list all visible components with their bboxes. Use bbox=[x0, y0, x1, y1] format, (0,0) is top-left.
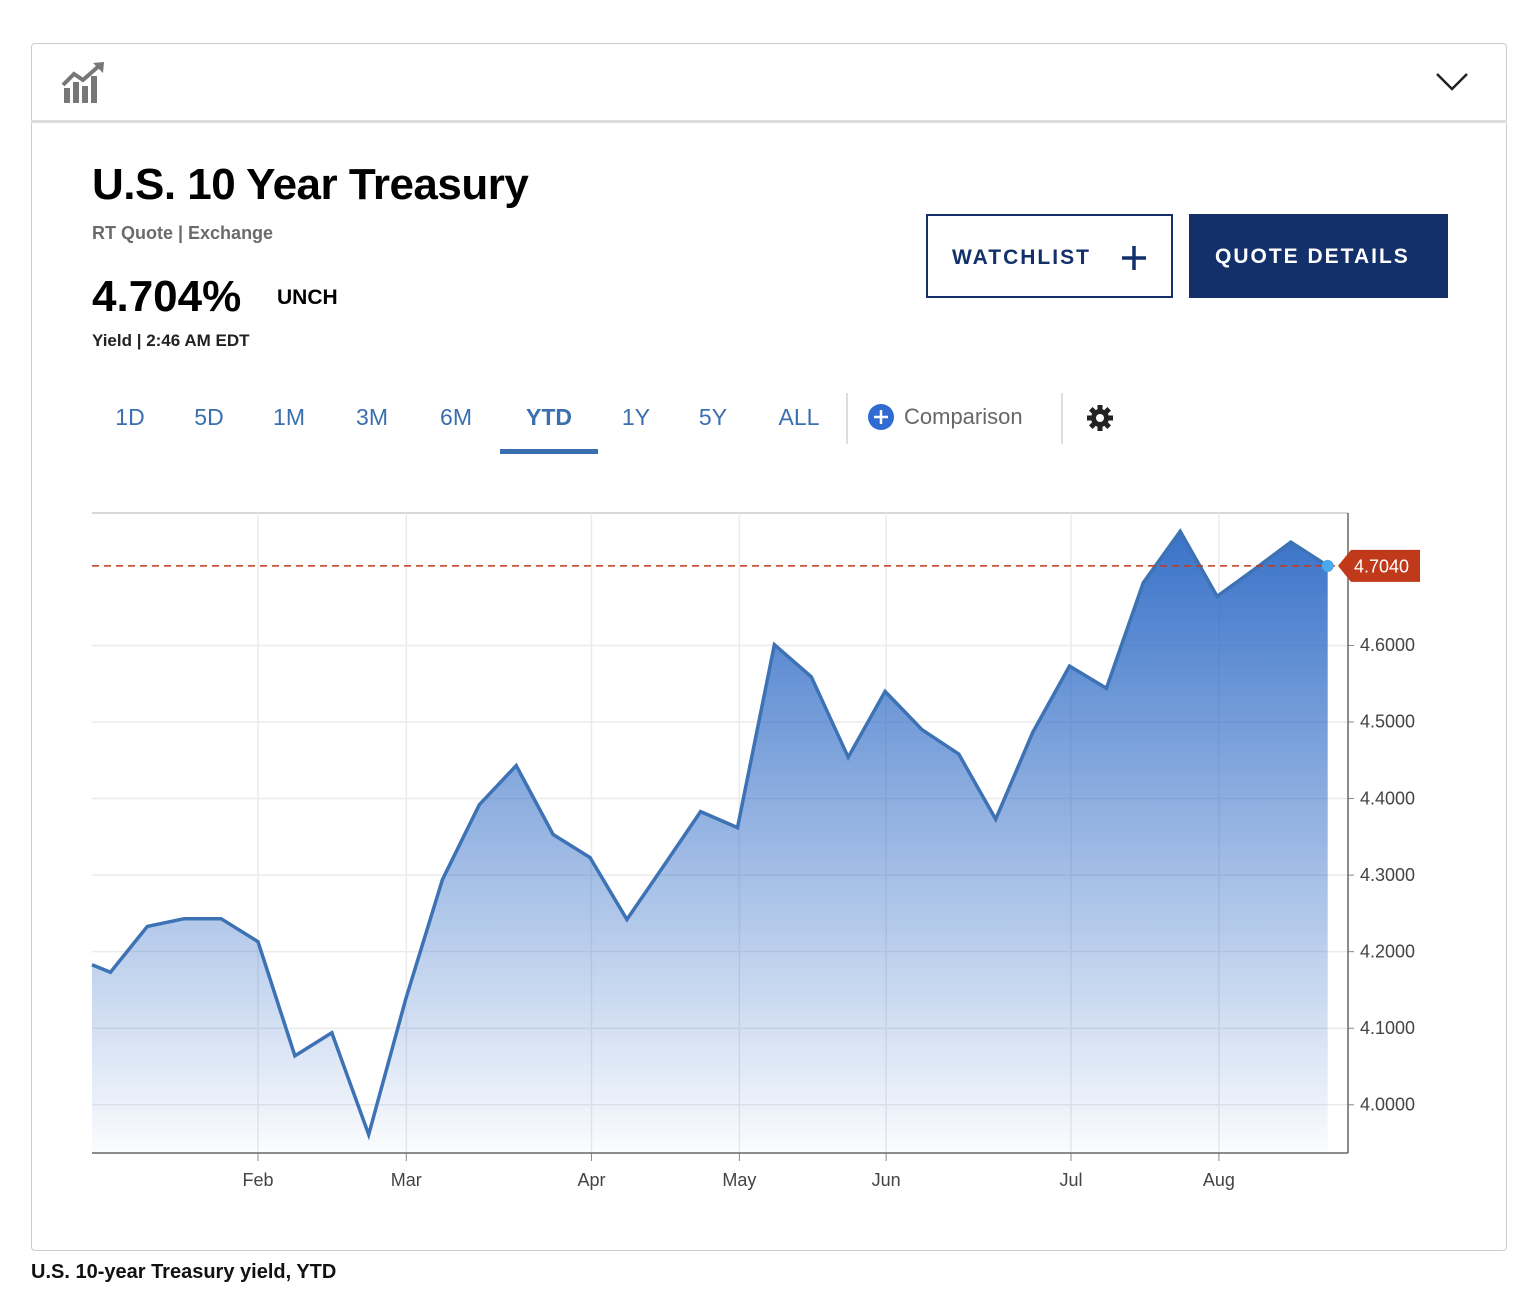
range-tab[interactable]: ALL bbox=[778, 404, 820, 430]
watchlist-button[interactable]: WATCHLIST bbox=[926, 214, 1173, 298]
x-tick-label: Feb bbox=[242, 1170, 273, 1190]
separator bbox=[1061, 393, 1063, 444]
range-tab[interactable]: 1D bbox=[115, 404, 145, 430]
reference-label: 4.7040 bbox=[1354, 557, 1409, 577]
separator bbox=[846, 393, 848, 444]
y-tick-label: 4.2000 bbox=[1360, 941, 1415, 961]
x-tick-label: Mar bbox=[391, 1170, 422, 1190]
button-label: WATCHLIST bbox=[952, 246, 1091, 269]
range-tab[interactable]: 6M bbox=[440, 404, 472, 430]
x-tick-label: May bbox=[722, 1170, 756, 1190]
button-label: QUOTE DETAILS bbox=[1215, 245, 1410, 268]
comparison-button[interactable]: Comparison bbox=[904, 404, 1023, 429]
range-tab[interactable]: 5D bbox=[194, 404, 224, 430]
range-tab[interactable]: 5Y bbox=[698, 404, 728, 430]
y-tick-label: 4.1000 bbox=[1360, 1018, 1415, 1038]
range-tab[interactable]: 3M bbox=[356, 404, 388, 430]
y-tick-label: 4.5000 bbox=[1360, 712, 1415, 732]
y-tick-label: 4.3000 bbox=[1360, 865, 1415, 885]
collapse-chevron[interactable] bbox=[1434, 68, 1470, 94]
settings-gear[interactable] bbox=[1085, 403, 1115, 433]
active-tab-underline bbox=[500, 449, 598, 454]
line bbox=[91, 528, 1329, 1141]
chart-icon[interactable] bbox=[60, 60, 106, 106]
x-tick-label: Jul bbox=[1059, 1170, 1082, 1190]
y-tick-label: 4.4000 bbox=[1360, 788, 1415, 808]
quote-subtitle: RT Quote | Exchange bbox=[92, 223, 274, 243]
y-tick-label: 4.6000 bbox=[1360, 635, 1415, 655]
range-tab[interactable]: 1M bbox=[273, 404, 305, 430]
quote-meta: Yield | 2:46 AM EDT bbox=[92, 331, 250, 350]
last-point bbox=[1321, 559, 1334, 572]
range-tab[interactable]: YTD bbox=[526, 404, 572, 430]
widget-frame bbox=[31, 43, 1507, 1251]
quote-details-button[interactable]: QUOTE DETAILS bbox=[1189, 214, 1448, 298]
caption: U.S. 10-year Treasury yield, YTD bbox=[31, 1261, 337, 1283]
plus-icon bbox=[1122, 246, 1146, 270]
y-tick-label: 4.0000 bbox=[1360, 1095, 1415, 1115]
quote-title: U.S. 10 Year Treasury bbox=[92, 160, 529, 209]
chart: 4.0000 4.1000 4.2000 4.3000 4.4000 4.5000 4.60… bbox=[91, 512, 1420, 1190]
range-tab[interactable]: 1Y bbox=[621, 404, 651, 430]
reference-tag bbox=[1338, 549, 1420, 582]
x-tick-label: Jun bbox=[872, 1170, 901, 1190]
area-fill bbox=[92, 531, 1328, 1153]
comparison-plus[interactable] bbox=[867, 403, 895, 431]
quote-price: 4.704% bbox=[92, 272, 242, 321]
x-tick-label: Apr bbox=[577, 1170, 605, 1190]
header-divider bbox=[31, 120, 1507, 123]
x-tick-label: Aug bbox=[1203, 1170, 1235, 1190]
quote-change: UNCH bbox=[277, 286, 338, 309]
